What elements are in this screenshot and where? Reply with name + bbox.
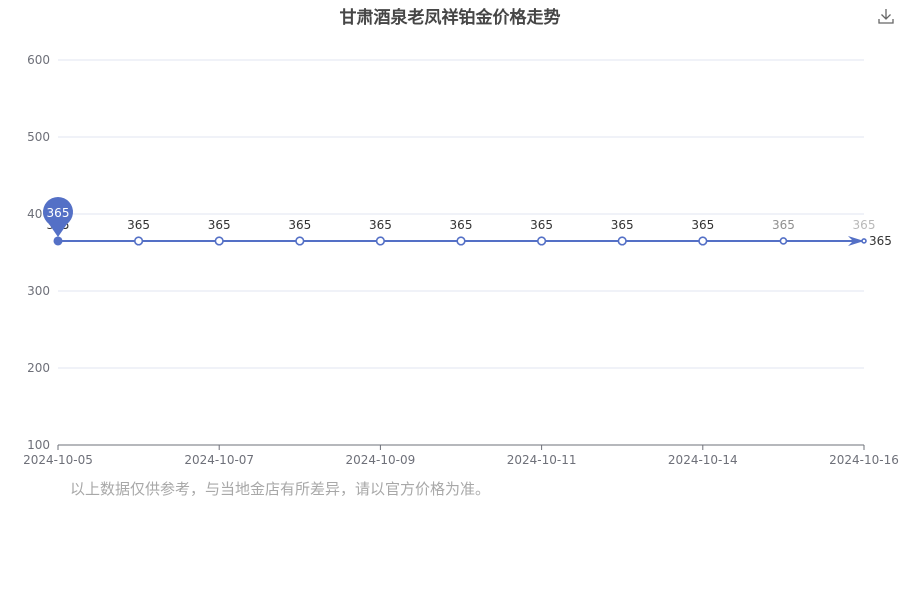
x-tick-label: 2024-10-11 — [507, 453, 577, 467]
y-tick-label: 100 — [27, 438, 50, 452]
x-tick-label: 2024-10-16 — [829, 453, 899, 467]
x-tick-label: 2024-10-05 — [23, 453, 93, 467]
data-point — [134, 236, 144, 246]
y-tick-label: 300 — [27, 284, 50, 298]
max-marker-label: 365 — [47, 206, 70, 220]
data-point — [779, 237, 788, 245]
max-marker-pin — [43, 196, 73, 237]
chart-title: 甘肃酒泉老凤祥铂金价格走势 — [339, 8, 561, 28]
y-tick-label: 500 — [27, 130, 50, 144]
data-label: 365 — [450, 218, 473, 232]
x-tick-label: 2024-10-09 — [346, 453, 416, 467]
data-label: 365 — [369, 218, 392, 232]
data-point — [861, 238, 867, 244]
data-label: 365 — [691, 218, 714, 232]
data-point — [375, 236, 386, 246]
series-end-arrow — [848, 235, 864, 246]
x-tick-label: 2024-10-14 — [668, 453, 738, 467]
data-label: 365 — [772, 218, 795, 232]
data-point — [214, 236, 224, 246]
data-point — [295, 236, 305, 246]
data-label: 365 — [288, 218, 311, 232]
y-tick-label: 200 — [27, 361, 50, 375]
data-point — [617, 236, 627, 246]
download-button[interactable] — [876, 6, 896, 26]
data-point — [53, 236, 63, 246]
download-icon — [878, 9, 894, 24]
data-label: 365 — [530, 218, 553, 232]
series-end-label: 365 — [869, 234, 892, 248]
data-label: 365 — [127, 218, 150, 232]
disclaimer-note: 以上数据仅供参考，与当地金店有所差异，请以官方价格为准。 — [70, 480, 491, 498]
data-label: 365 — [853, 218, 876, 232]
data-label: 365 — [208, 218, 231, 232]
data-point — [698, 236, 708, 246]
y-tick-label: 600 — [27, 53, 50, 67]
data-label: 365 — [611, 218, 634, 232]
data-point — [456, 236, 466, 246]
x-tick-label: 2024-10-07 — [184, 453, 254, 467]
data-point — [536, 236, 547, 246]
